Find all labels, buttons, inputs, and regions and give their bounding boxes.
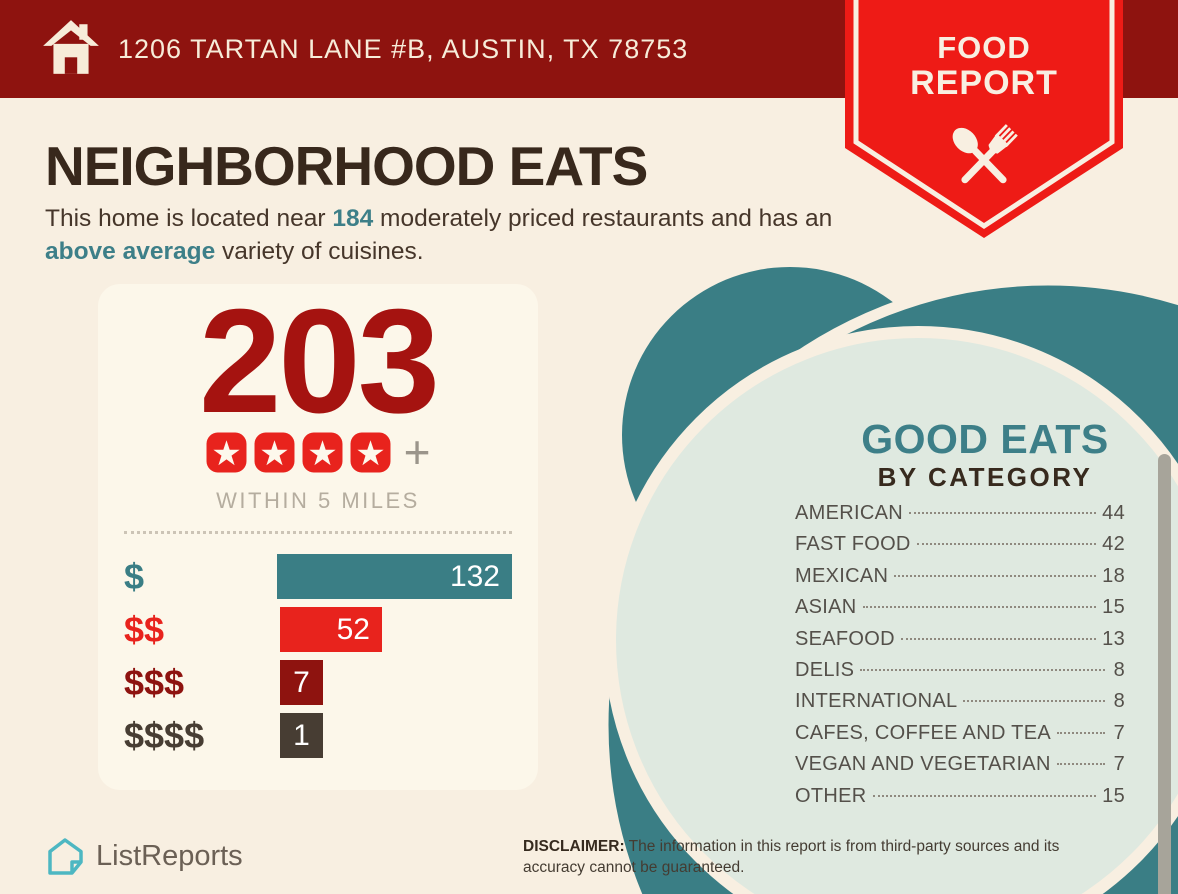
category-name: FAST FOOD — [795, 533, 911, 556]
plus-sign: + — [403, 426, 431, 478]
dotted-leader — [894, 574, 1097, 577]
scope-label: WITHIN 5 MILES — [216, 488, 420, 513]
bar: 7 — [280, 660, 323, 705]
bar: 52 — [280, 607, 382, 652]
bar-value: 1 — [293, 718, 310, 752]
price-tier-label: $$$ — [124, 662, 185, 703]
badge-line1: FOOD — [937, 30, 1031, 65]
bar: 132 — [276, 554, 512, 599]
category-name: MEXICAN — [795, 564, 889, 587]
disclaimer-body: The information in this report is from t… — [523, 838, 1060, 876]
category-count: 8 — [1113, 658, 1125, 681]
price-tier-bar-chart: $ 132 $$ 52 $$$ 7 $$$$ 1 — [124, 554, 512, 766]
dotted-leader — [1056, 763, 1105, 766]
food-report-badge: FOOD REPORT — [845, 0, 1123, 238]
category-row: MEXICAN 18 — [795, 561, 1125, 592]
category-count: 7 — [1113, 753, 1125, 776]
star-icon — [206, 432, 247, 472]
intro-text: This home is located near 184 moderately… — [45, 202, 850, 269]
dotted-leader — [1056, 731, 1105, 734]
category-list: AMERICAN 44 FAST FOOD 42 MEXICAN 18 ASIA… — [795, 498, 1125, 812]
category-row: INTERNATIONAL 8 — [795, 686, 1125, 717]
variety-highlight: above average — [45, 238, 216, 266]
category-row: ASIAN 15 — [795, 592, 1125, 623]
badge-line2: REPORT — [910, 64, 1058, 102]
property-address: 1206 TARTAN LANE #B, AUSTIN, TX 78753 — [118, 33, 689, 64]
price-tier-label: $$$$ — [124, 715, 205, 756]
category-name: INTERNATIONAL — [795, 690, 958, 713]
category-count: 15 — [1102, 596, 1125, 619]
star-icons — [206, 432, 391, 473]
category-count: 15 — [1102, 784, 1125, 807]
category-row: DELIS 8 — [795, 655, 1125, 686]
star-icon — [350, 432, 391, 472]
dotted-leader — [963, 700, 1105, 703]
category-row: OTHER 15 — [795, 781, 1125, 812]
dotted-leader — [908, 512, 1097, 514]
category-name: OTHER — [795, 784, 867, 807]
price-tier-label: $$ — [124, 609, 165, 650]
intro-part3: variety of cuisines. — [215, 238, 424, 266]
scrollbar-thumb[interactable] — [1158, 454, 1171, 894]
category-count: 7 — [1113, 721, 1125, 744]
category-name: CAFES, COFFEE AND TEA — [795, 721, 1051, 744]
category-row: AMERICAN 44 — [795, 498, 1125, 529]
restaurant-count-highlight: 184 — [332, 205, 374, 232]
intro-part1: This home is located near — [45, 205, 333, 232]
summary-card: 203 + WITHIN 5 MILES $ 132 $$ — [98, 284, 538, 790]
disclaimer-text: DISCLAIMER: The information in this repo… — [523, 837, 1103, 879]
star-rating: + — [98, 426, 538, 478]
bar-row: $$ 52 — [124, 607, 512, 652]
bar-row: $ 132 — [124, 554, 512, 599]
dotted-leader — [862, 606, 1097, 609]
bar: 1 — [280, 713, 323, 758]
price-tier-label: $ — [124, 556, 145, 597]
category-row: SEAFOOD 13 — [795, 624, 1125, 655]
listreports-house-icon — [48, 838, 83, 875]
listreports-logo: ListReports — [45, 836, 243, 877]
bar-value: 132 — [449, 559, 500, 593]
star-icon — [302, 432, 343, 472]
category-count: 44 — [1102, 502, 1125, 524]
category-name: DELIS — [795, 658, 855, 681]
brand-name: ListReports — [96, 840, 243, 872]
dotted-divider — [124, 531, 512, 534]
disclaimer-label: DISCLAIMER: — [523, 838, 625, 855]
category-count: 8 — [1113, 690, 1125, 713]
bar-row: $$$$ 1 — [124, 713, 512, 758]
good-eats-subtitle: BY CATEGORY — [877, 462, 1093, 492]
category-name: SEAFOOD — [795, 627, 895, 650]
badge-inner-outline — [853, 0, 1115, 229]
restaurant-total-count: 203 — [199, 279, 440, 444]
category-row: VEGAN AND VEGETARIAN 7 — [795, 749, 1125, 780]
dotted-leader — [860, 668, 1105, 671]
dotted-leader — [916, 543, 1097, 546]
dotted-leader — [900, 637, 1097, 640]
category-row: FAST FOOD 42 — [795, 529, 1125, 560]
category-count: 13 — [1102, 627, 1125, 650]
bar-value: 52 — [336, 612, 370, 646]
star-icon — [254, 432, 295, 472]
category-row: CAFES, COFFEE AND TEA 7 — [795, 718, 1125, 749]
page-title: NEIGHBORHOOD EATS — [45, 135, 648, 197]
inner-green-circle — [604, 326, 1178, 894]
good-eats-title: GOOD EATS — [861, 416, 1109, 462]
category-name: VEGAN AND VEGETARIAN — [795, 753, 1051, 776]
dotted-leader — [872, 794, 1097, 797]
category-count: 42 — [1102, 533, 1125, 556]
home-icon — [43, 20, 99, 74]
spoon-fork-icon — [952, 124, 1018, 184]
category-name: ASIAN — [795, 596, 857, 619]
intro-part2: moderately priced restaurants and has an — [373, 205, 833, 232]
category-name: AMERICAN — [795, 502, 903, 524]
category-count: 18 — [1102, 564, 1125, 587]
bar-row: $$$ 7 — [124, 660, 512, 705]
bar-value: 7 — [293, 665, 310, 699]
